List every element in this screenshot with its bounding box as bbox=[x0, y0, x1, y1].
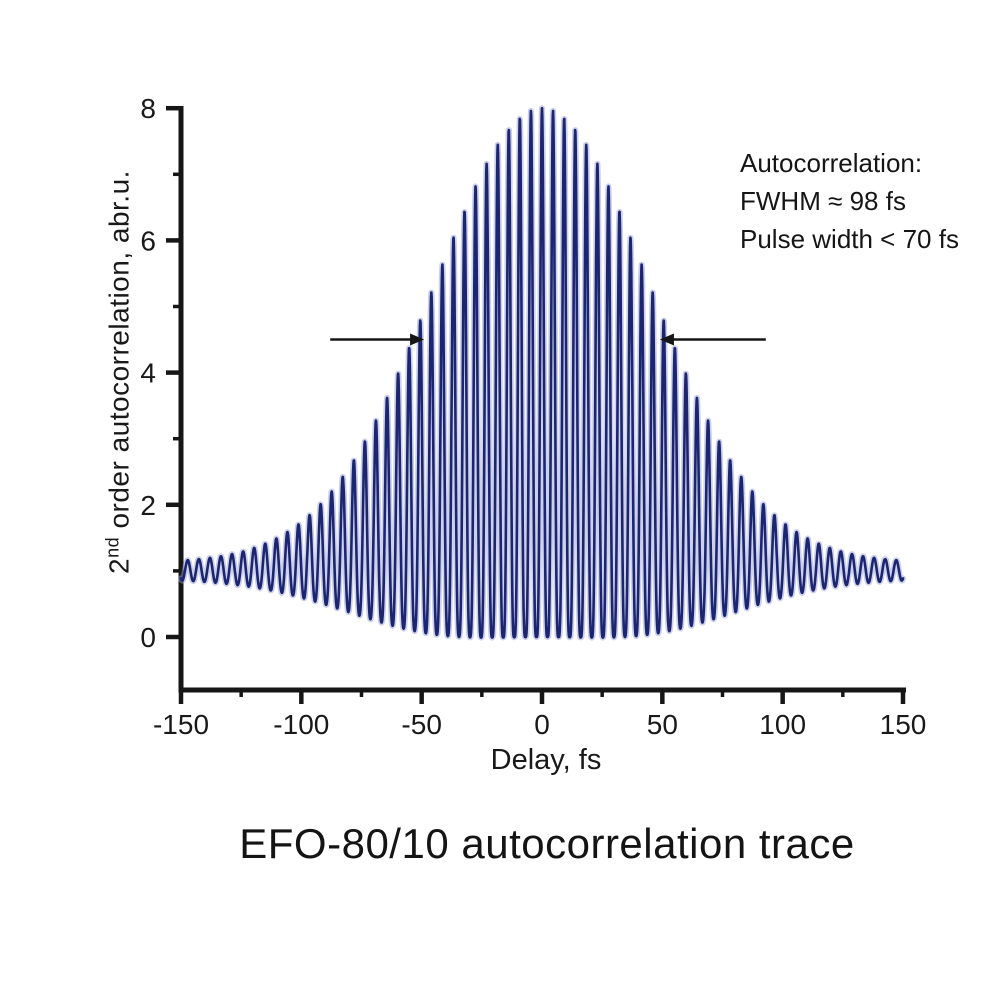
y-tick-label: 8 bbox=[140, 93, 156, 124]
y-axis-label-rest: order autocorrelation, abr.u. bbox=[103, 170, 135, 537]
annotation-line-pulsewidth: Pulse width < 70 fs bbox=[740, 224, 959, 254]
y-axis-label-prefix: 2 bbox=[103, 557, 135, 574]
y-tick-label: 6 bbox=[140, 225, 156, 256]
fwhm-arrow-left-head bbox=[410, 333, 425, 346]
x-tick-label: -150 bbox=[153, 709, 209, 740]
annotation-line-title: Autocorrelation: bbox=[740, 148, 923, 178]
annotation-line-fwhm: FWHM ≈ 98 fs bbox=[740, 186, 906, 216]
y-axis-label: 2nd order autocorrelation, abr.u. bbox=[102, 170, 135, 574]
y-tick-label: 2 bbox=[140, 490, 156, 521]
fwhm-arrow-right-head bbox=[659, 333, 674, 346]
x-tick-label: -100 bbox=[273, 709, 329, 740]
x-axis-label: Delay, fs bbox=[490, 744, 602, 776]
figure-caption: EFO-80/10 autocorrelation trace bbox=[239, 820, 855, 867]
x-tick-label: 100 bbox=[759, 709, 806, 740]
y-tick-label: 4 bbox=[140, 358, 156, 389]
annotation-box: Autocorrelation: FWHM ≈ 98 fs Pulse widt… bbox=[740, 144, 959, 258]
x-tick-label: 150 bbox=[880, 709, 927, 740]
y-tick-label: 0 bbox=[140, 622, 156, 653]
x-tick-label: 50 bbox=[647, 709, 678, 740]
autocorrelation-trace bbox=[179, 106, 905, 639]
x-tick-label: 0 bbox=[534, 709, 550, 740]
y-axis-label-superscript: nd bbox=[102, 536, 123, 558]
x-tick-label: -50 bbox=[401, 709, 441, 740]
